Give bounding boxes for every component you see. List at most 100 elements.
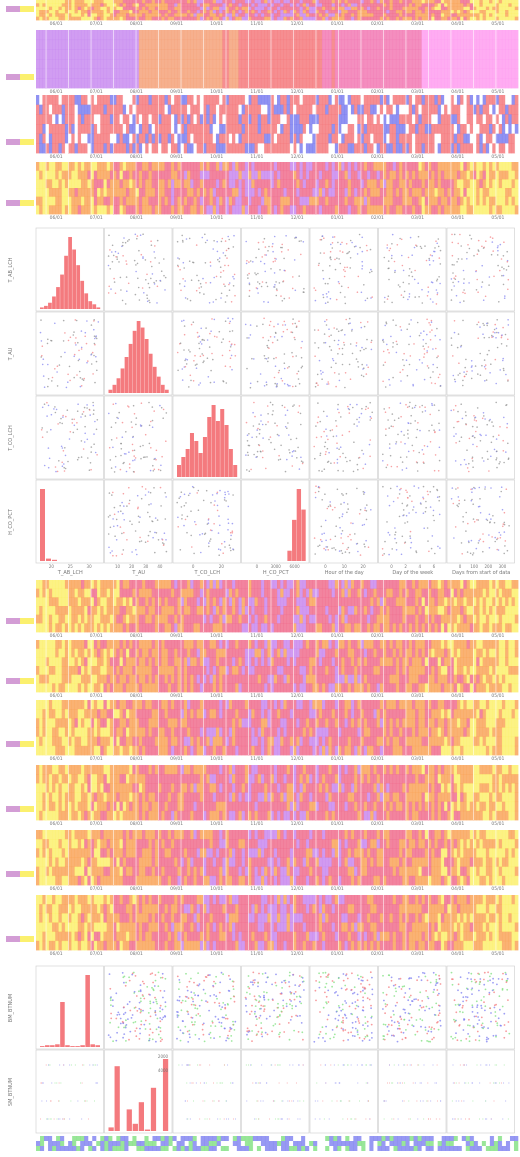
heat-cell	[65, 40, 69, 50]
heat-cell	[380, 597, 384, 606]
heat-cell	[94, 179, 98, 188]
heat-cell	[441, 17, 445, 21]
heat-cell	[399, 59, 403, 69]
heat-cell	[84, 13, 88, 17]
heat-cell	[216, 615, 220, 624]
heat-cell	[319, 623, 323, 632]
heat-cell	[94, 3, 98, 7]
heat-cell	[132, 59, 136, 69]
heat-cell	[470, 114, 474, 124]
heat-cell	[396, 580, 400, 589]
heat-cell	[460, 49, 464, 59]
heat-cell	[357, 580, 361, 589]
heat-cell	[444, 10, 448, 14]
heat-cell	[515, 597, 519, 606]
heat-cell	[409, 179, 413, 188]
heat-cell	[168, 589, 172, 598]
heat-cell	[129, 597, 133, 606]
heat-cell	[422, 197, 426, 206]
heat-cell	[457, 78, 461, 88]
heat-cell	[58, 7, 62, 11]
heat-cell	[280, 589, 284, 598]
heat-cell	[290, 10, 294, 14]
heat-cell	[431, 162, 435, 171]
heat-cell	[242, 10, 246, 14]
heat-cell	[103, 49, 107, 59]
heat-cell	[36, 40, 40, 50]
heat-cell	[142, 597, 146, 606]
heat-cell	[492, 143, 496, 153]
heat-cell	[132, 640, 136, 649]
heat-cell	[306, 188, 310, 197]
heat-cell	[75, 124, 79, 134]
gap-line	[383, 30, 384, 88]
heat-cell	[39, 0, 43, 4]
heat-cell	[274, 162, 278, 171]
heat-cell	[502, 606, 506, 615]
heat-cell	[434, 59, 438, 69]
heat-cell	[399, 188, 403, 197]
heat-cell	[508, 623, 512, 632]
heat-cell	[438, 597, 442, 606]
gap-line	[158, 0, 159, 20]
heat-cell	[145, 188, 149, 197]
heat-cell	[399, 124, 403, 134]
heat-cell	[332, 13, 336, 17]
heat-cell	[200, 49, 204, 59]
heat-cell	[261, 0, 265, 4]
heat-cell	[229, 78, 233, 88]
heat-cell	[168, 13, 172, 17]
heat-cell	[486, 623, 490, 632]
heat-cell	[177, 615, 181, 624]
heat-cell	[62, 649, 66, 658]
heat-cell	[512, 95, 516, 105]
heat-cell	[145, 49, 149, 59]
heat-cell	[62, 623, 66, 632]
heat-cell	[187, 666, 191, 675]
heat-cell	[312, 589, 316, 598]
heat-cell	[502, 17, 506, 21]
heat-cell	[62, 69, 66, 79]
heat-cell	[341, 105, 345, 115]
heat-cell	[71, 675, 75, 684]
heat-cell	[264, 171, 268, 180]
heat-cell	[200, 95, 204, 105]
heat-cell	[42, 40, 46, 50]
heat-cell	[444, 188, 448, 197]
heat-cell	[177, 40, 181, 50]
heat-cell	[190, 171, 194, 180]
heat-cell	[344, 188, 348, 197]
heat-cell	[184, 0, 188, 4]
heat-cell	[502, 59, 506, 69]
heat-cell	[190, 30, 194, 40]
heat-cell	[325, 3, 329, 7]
heat-cell	[386, 623, 390, 632]
heat-cell	[52, 124, 56, 134]
heat-cell	[187, 606, 191, 615]
heat-cell	[123, 162, 127, 171]
heat-cell	[65, 17, 69, 21]
heat-cell	[78, 188, 82, 197]
heat-cell	[197, 179, 201, 188]
heat-cell	[232, 78, 236, 88]
heat-cell	[418, 7, 422, 11]
heat-cell	[36, 657, 40, 666]
heat-cell	[81, 580, 85, 589]
heat-cell	[184, 17, 188, 21]
heat-cell	[341, 162, 345, 171]
heat-cell	[49, 179, 53, 188]
heat-cell	[377, 597, 381, 606]
heat-cell	[129, 114, 133, 124]
heat-cell	[454, 124, 458, 134]
heat-cell	[476, 17, 480, 21]
heat-cell	[161, 114, 165, 124]
heat-cell	[457, 205, 461, 214]
heat-cell	[463, 197, 467, 206]
heat-cell	[380, 188, 384, 197]
heat-cell	[187, 0, 191, 4]
heat-cell	[36, 162, 40, 171]
heat-cell	[364, 580, 368, 589]
heat-cell	[184, 124, 188, 134]
heat-cell	[322, 7, 326, 11]
heat-cell	[364, 197, 368, 206]
